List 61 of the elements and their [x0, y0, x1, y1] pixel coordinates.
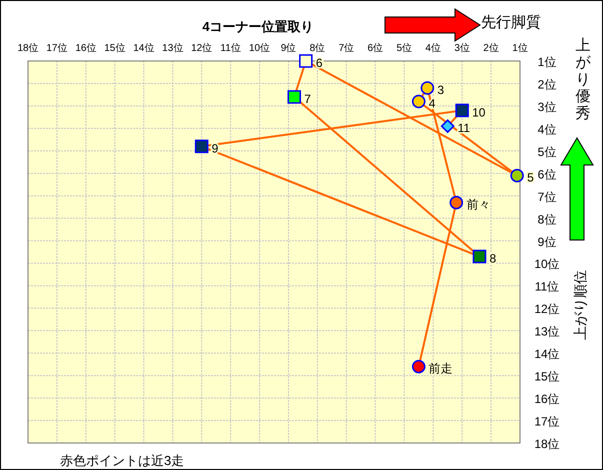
x-tick-label: 18位 — [17, 42, 39, 54]
y-tick-label: 7位 — [538, 190, 556, 204]
x-tick-label: 15位 — [104, 42, 126, 54]
series-label: 11 — [458, 121, 470, 136]
series-label: 前々 — [466, 198, 490, 212]
x-tick-label: 14位 — [133, 42, 154, 54]
x-tick-label: 9位 — [280, 42, 296, 54]
y-tick-label: 16位 — [534, 392, 560, 406]
y-tick-label: 17位 — [534, 414, 560, 429]
y-tick-label: 18位 — [534, 437, 560, 451]
y-tick-label: 5位 — [538, 144, 556, 159]
x-tick-label: 1位 — [512, 42, 528, 54]
y-tick-label: 14位 — [534, 347, 560, 362]
point — [420, 81, 434, 95]
x-tick-label: 11位 — [220, 42, 241, 54]
series-label: 5 — [527, 170, 534, 185]
series-label: 3 — [437, 82, 444, 97]
x-tick-label: 2位 — [483, 42, 499, 54]
y-tick-label: 6位 — [538, 167, 556, 182]
text: 上がり優秀 — [576, 37, 592, 122]
series-label: 6 — [316, 56, 323, 70]
y-tick-label: 15位 — [534, 370, 560, 384]
point — [412, 94, 426, 108]
series-label: 前走 — [428, 362, 453, 376]
y-axis-title: 上がり順位 — [572, 270, 588, 340]
x-tick-label: 7位 — [338, 42, 354, 54]
text: 先行脚質 — [481, 14, 541, 31]
x-tick-label: 5位 — [396, 42, 412, 54]
series-label: 8 — [489, 251, 496, 266]
point — [194, 140, 208, 154]
x-tick-label: 12位 — [191, 42, 212, 54]
y-tick-label: 10位 — [534, 257, 560, 272]
series-label: 10 — [472, 105, 486, 120]
y-tick-label: 1位 — [538, 55, 556, 69]
text: 赤色ポイントは近3走 — [60, 453, 184, 468]
y-tick-label: 9位 — [538, 234, 556, 249]
x-tick-label: 8位 — [310, 42, 326, 54]
y-tick-label: 3位 — [538, 100, 556, 114]
point — [299, 54, 313, 68]
x-tick-label: 10位 — [248, 42, 270, 54]
point — [472, 250, 486, 264]
point — [288, 90, 302, 104]
y-tick-label: 4位 — [538, 122, 556, 136]
y-tick-label: 11位 — [534, 280, 560, 294]
series-label: 7 — [304, 92, 312, 106]
point — [450, 196, 464, 210]
y-tick-label: 12位 — [534, 302, 560, 316]
point — [440, 119, 454, 133]
x-tick-label: 13位 — [162, 42, 184, 54]
x-tick-label: 3位 — [454, 42, 470, 54]
x-axis-title: 4コーナー位置取り — [202, 19, 314, 34]
x-tick-label: 16位 — [75, 42, 96, 54]
x-tick-label: 6位 — [368, 42, 384, 54]
point — [510, 168, 524, 182]
x-tick-label: 17位 — [46, 42, 68, 54]
point — [455, 104, 469, 118]
y-tick-label: 13位 — [534, 324, 560, 339]
x-tick-label: 4位 — [425, 42, 441, 54]
point — [412, 360, 426, 374]
y-tick-label: 8位 — [538, 212, 556, 226]
y-tick-label: 2位 — [538, 77, 556, 92]
